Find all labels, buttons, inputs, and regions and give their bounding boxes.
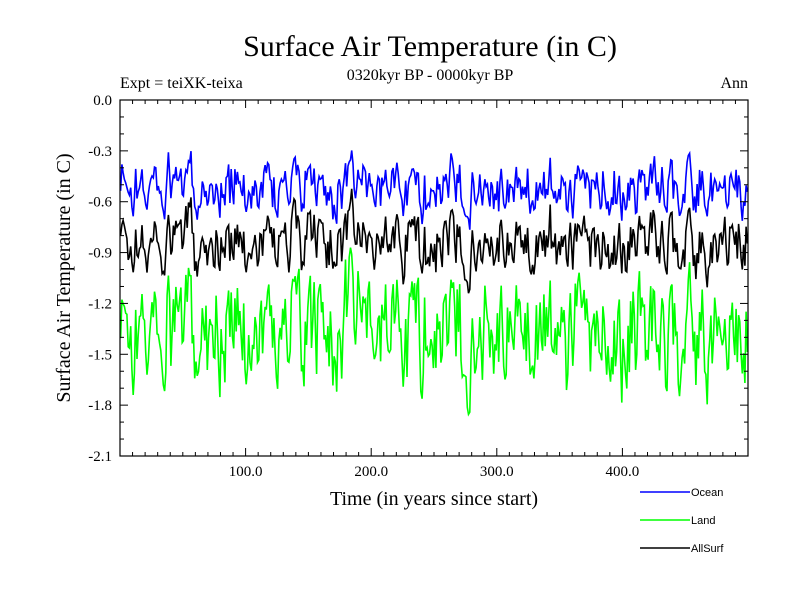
- x-tick-label: 100.0: [229, 464, 263, 480]
- x-tick-label: 300.0: [480, 464, 514, 480]
- series-line-allsurf: [119, 188, 749, 294]
- legend-label-allsurf: AllSurf: [691, 543, 724, 555]
- plot-frame: [119, 99, 749, 457]
- y-tick-label: -0.3: [88, 144, 112, 160]
- x-axis-label: Time (in years since start): [330, 488, 538, 510]
- chart-title: Surface Air Temperature (in C): [243, 30, 617, 63]
- y-tick-label: -0.9: [88, 246, 112, 262]
- x-tick-label: 200.0: [354, 464, 388, 480]
- season-label: Ann: [720, 75, 748, 92]
- x-tick-label: 400.0: [606, 464, 640, 480]
- series-line-land: [119, 247, 749, 417]
- axes: 100.0 200.0 300.0 400.0 0.0 -0.3 -0.6 -0.9 -1.2 -…: [88, 93, 749, 480]
- y-tick-label: -0.6: [88, 195, 112, 211]
- y-tick-label: 0.0: [93, 93, 112, 109]
- plot-area: [119, 150, 749, 417]
- y-tick-label: -1.8: [88, 398, 112, 414]
- experiment-label: Expt = teiXK-teixa: [120, 75, 243, 92]
- y-tick-label: -1.5: [88, 347, 112, 363]
- series-line-ocean: [119, 150, 749, 230]
- chart-subtitle: 0320kyr BP - 0000kyr BP: [347, 67, 514, 84]
- y-axis-label: Surface Air Temperature (in C): [53, 153, 75, 402]
- y-tick-label: -2.1: [88, 449, 112, 465]
- legend-label-land: Land: [691, 515, 715, 527]
- legend: Ocean Land AllSurf: [640, 487, 724, 555]
- legend-label-ocean: Ocean: [691, 487, 723, 499]
- y-tick-label: -1.2: [88, 296, 112, 312]
